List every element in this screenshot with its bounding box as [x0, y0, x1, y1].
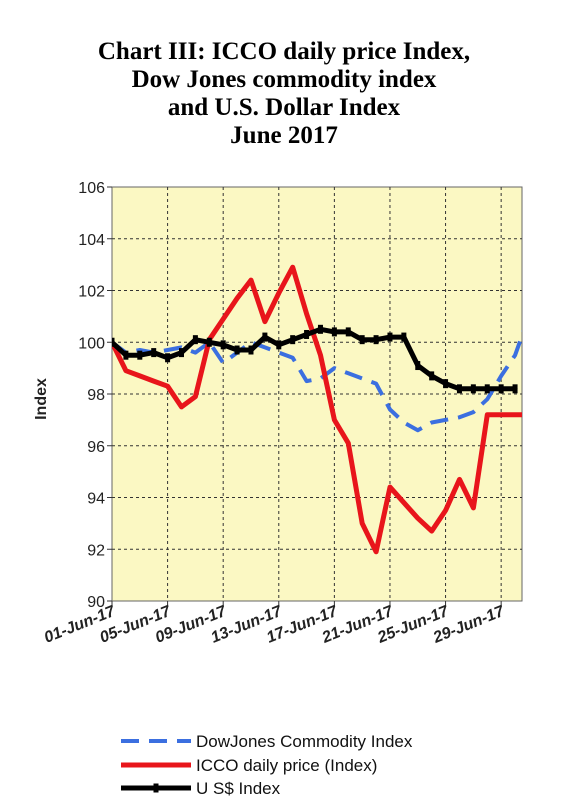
legend: DowJones Commodity Index ICCO daily price… — [121, 732, 413, 798]
y-tick-label: 90 — [87, 594, 105, 611]
usd-marker — [165, 353, 171, 363]
y-tick-label: 100 — [78, 335, 105, 352]
y-tick-label: 94 — [87, 491, 105, 508]
chart-title-line-1: Chart III: ICCO daily price Index, — [97, 38, 471, 65]
chart-title-line-2: Dow Jones commodity index — [131, 66, 437, 93]
chart-title-line-4: June 2017 — [230, 122, 338, 149]
usd-marker — [112, 337, 115, 347]
legend-label: DowJones Commodity Index — [196, 732, 413, 751]
legend-label: ICCO daily price (Index) — [196, 756, 377, 775]
series-layer — [112, 264, 522, 555]
usd-marker — [387, 332, 393, 342]
usd-marker — [304, 329, 310, 339]
usd-marker — [498, 384, 504, 394]
usd-marker — [234, 345, 240, 355]
x-axis: 01-Jun-1705-Jun-1709-Jun-1713-Jun-1717-J… — [42, 601, 508, 647]
y-tick-label: 92 — [87, 542, 105, 559]
usd-marker — [331, 327, 337, 337]
usd-marker — [470, 384, 476, 394]
usd-marker — [484, 384, 490, 394]
chart-title: Chart III: ICCO daily price Index, Dow J… — [0, 38, 568, 150]
y-tick-label: 98 — [87, 387, 105, 404]
usd-marker — [178, 348, 184, 358]
usd-marker — [123, 350, 129, 360]
usd-marker — [359, 335, 365, 345]
legend-label: U S$ Index — [196, 779, 281, 798]
usd-marker — [317, 324, 323, 334]
series-line-icco — [112, 264, 522, 555]
usd-marker — [429, 371, 435, 381]
usd-marker — [415, 361, 421, 371]
usd-marker — [456, 384, 462, 394]
usd-marker — [206, 337, 212, 347]
usd-marker — [192, 335, 198, 345]
series-line-dowjones — [112, 329, 522, 433]
usd-marker — [220, 340, 226, 350]
usd-marker — [443, 379, 449, 389]
usd-marker — [276, 340, 282, 350]
usd-marker — [151, 348, 157, 358]
usd-marker — [512, 384, 518, 394]
usd-marker — [248, 345, 254, 355]
gridlines — [112, 187, 522, 601]
usd-marker — [401, 332, 407, 342]
chart-title-line-3: and U.S. Dollar Index — [167, 94, 401, 121]
usd-marker — [137, 350, 143, 360]
y-axis: 90 92 94 96 98 100 102 104 106 — [78, 180, 112, 611]
y-tick-label: 96 — [87, 439, 105, 456]
y-axis-label: Index — [33, 378, 50, 420]
usd-marker — [262, 332, 268, 342]
y-tick-label: 104 — [78, 232, 105, 249]
y-tick-label: 106 — [78, 180, 105, 197]
usd-marker — [345, 327, 351, 337]
usd-marker — [290, 335, 296, 345]
usd-marker — [373, 335, 379, 345]
y-tick-label: 102 — [78, 284, 105, 301]
legend-marker-usd — [153, 783, 159, 793]
